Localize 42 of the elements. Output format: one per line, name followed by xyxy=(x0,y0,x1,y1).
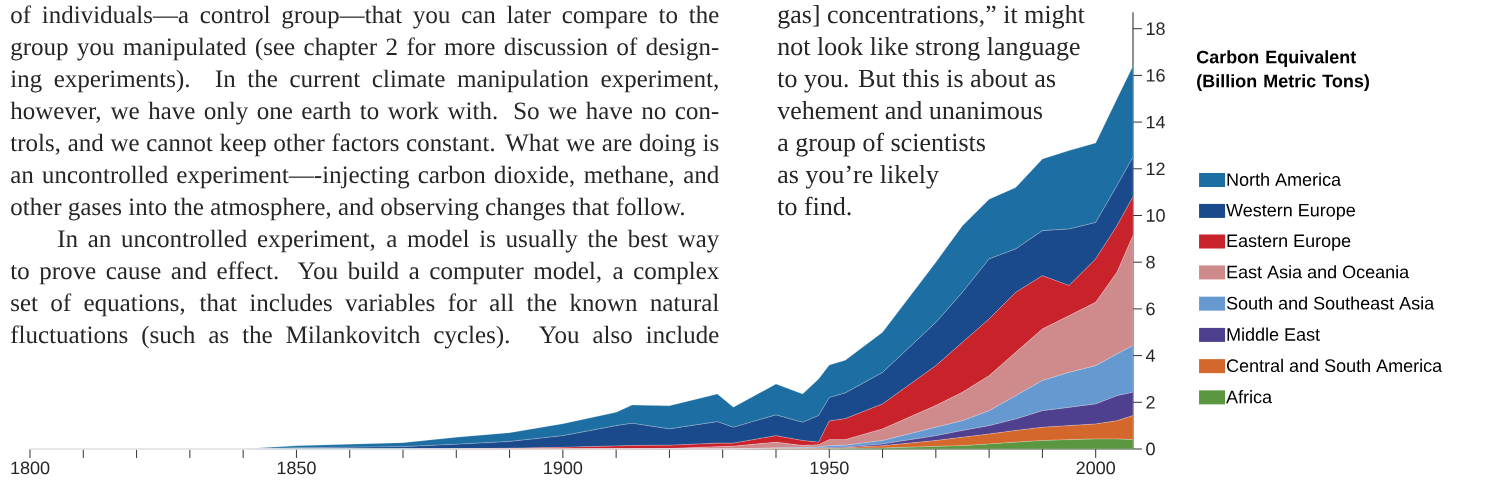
x-tick-label: 1900 xyxy=(544,461,583,475)
annotation: gas] concentrations,” it might xyxy=(778,4,1085,29)
y-tick-label: 0 xyxy=(1146,442,1155,456)
annotation: as you’re likely xyxy=(778,164,939,189)
y-tick-label: 10 xyxy=(1146,209,1165,222)
annotation: fluctuations (such as the Milankovitch cycles). You also include xyxy=(10,325,719,349)
annotation: however, we have only one earth to work with. So we have no con- xyxy=(10,101,719,125)
y-tick-label: 16 xyxy=(1146,69,1165,82)
annotation: trols, and we cannot keep other factors constant. What we are doing is xyxy=(10,133,719,157)
x-tick-label: 1850 xyxy=(277,461,316,475)
annotation: set of equations, that includes variables for all the known natural xyxy=(11,293,719,317)
annotation: to find. xyxy=(777,196,851,216)
y-tick-label: 6 xyxy=(1146,302,1155,316)
annotation: In an uncontrolled experiment, a model is usually the best way xyxy=(58,229,720,253)
annotation: ing experiments). In the current climate manipulation experiment, xyxy=(10,69,718,93)
y-tick-label: 14 xyxy=(1146,115,1166,129)
annotation: vehement and unanimous xyxy=(777,100,1043,120)
y-tick-label: 18 xyxy=(1146,22,1165,36)
y-tick-label: 8 xyxy=(1146,255,1155,269)
annotation: not look like strong language xyxy=(777,36,1080,61)
annotation: group you manipulated (see chapter 2 for more discussion of design- xyxy=(11,37,719,61)
legend-label: Middle East xyxy=(1227,327,1320,341)
legend-label: Africa xyxy=(1226,390,1273,404)
legend-label: North America xyxy=(1227,172,1342,186)
legend-title: Carbon Equivalent (Billion Metric Tons) xyxy=(1196,50,1369,91)
annotation: to prove cause and effect. You build a computer model, a complex xyxy=(10,261,719,285)
x-tick-label: 1950 xyxy=(810,461,849,475)
legend-label: Eastern Europe xyxy=(1227,234,1351,251)
y-tick-label: 12 xyxy=(1146,162,1165,176)
x-tick-label: 2000 xyxy=(1076,461,1115,475)
annotation: of individuals—a control group—that you can later compare to the xyxy=(11,5,719,29)
y-tick-label: 4 xyxy=(1145,349,1156,362)
legend-label: Western Europe xyxy=(1226,203,1355,221)
legend-label: East Asia and Oceania xyxy=(1227,265,1410,279)
legend-label: Central and South America xyxy=(1226,358,1443,373)
annotation: to you. But this is about as xyxy=(777,68,1056,93)
legend-label: South and Southeast Asia xyxy=(1226,296,1435,310)
annotation: other gases into the atmosphere, and observing changes that follow. xyxy=(11,197,684,221)
y-tick-label: 2 xyxy=(1146,395,1155,409)
annotation: an uncontrolled experiment—-injecting carbon dioxide, methane, and xyxy=(11,165,719,189)
annotation: a group of scientists xyxy=(778,132,985,157)
x-tick-label: 1800 xyxy=(11,461,50,475)
